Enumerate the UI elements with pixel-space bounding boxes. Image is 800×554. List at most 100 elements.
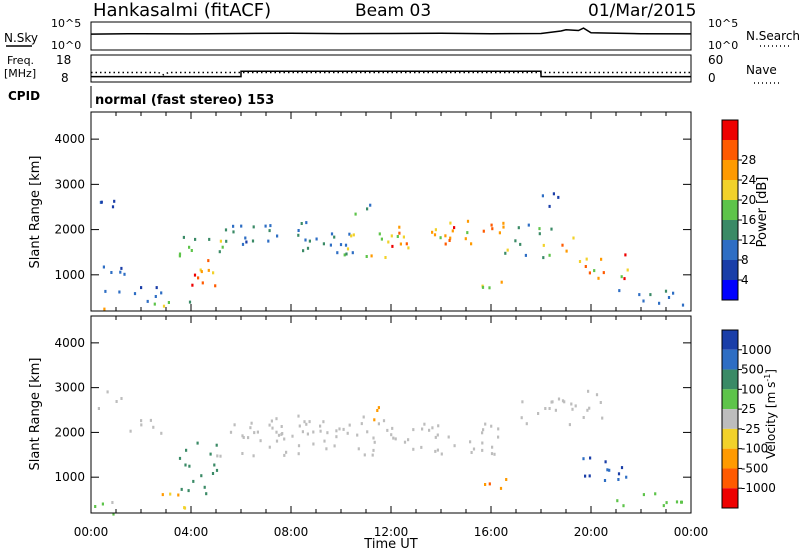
data-cell xyxy=(245,240,248,244)
data-cell xyxy=(104,289,107,293)
colorbar-tick-label: 16 xyxy=(741,213,756,227)
data-cell xyxy=(603,479,607,482)
power-panel-frame xyxy=(90,111,692,312)
data-cell xyxy=(215,468,219,472)
data-cell xyxy=(380,237,383,241)
data-cell xyxy=(618,289,621,293)
data-cell xyxy=(306,432,309,436)
data-cell xyxy=(484,483,487,486)
velocity-colorbar-label-unit: [m s xyxy=(764,382,778,408)
data-cell xyxy=(588,271,591,275)
data-cell xyxy=(525,422,528,426)
data-cell xyxy=(470,242,473,246)
x-tick-label: 20:00 xyxy=(574,525,609,539)
data-cell xyxy=(449,236,452,240)
colorbar-tick-label: 1000 xyxy=(741,343,772,357)
data-cell xyxy=(304,238,307,242)
data-cell xyxy=(192,479,195,483)
data-cell xyxy=(297,444,301,448)
data-cell xyxy=(219,454,222,458)
data-cell xyxy=(224,228,228,232)
data-cell xyxy=(193,273,197,277)
data-cell xyxy=(140,286,143,290)
data-cell xyxy=(482,428,485,432)
data-cell xyxy=(451,229,454,233)
data-cell xyxy=(548,204,551,208)
data-cell xyxy=(602,271,605,275)
x-tick-label: 00:00 xyxy=(674,525,709,539)
data-cell xyxy=(439,236,442,240)
data-cell xyxy=(333,235,336,239)
data-cell xyxy=(402,235,405,239)
data-cell xyxy=(421,427,424,431)
data-cell xyxy=(346,431,349,435)
colorbar-tick-label: -100 xyxy=(741,442,768,456)
data-cell xyxy=(112,512,115,516)
data-cell xyxy=(338,427,341,431)
data-cell xyxy=(398,225,401,229)
nave-series-line xyxy=(91,71,691,76)
data-cell xyxy=(203,485,206,489)
data-cell xyxy=(291,434,294,438)
data-cell xyxy=(178,456,182,460)
data-cell xyxy=(100,200,103,204)
data-cell xyxy=(244,236,247,240)
data-cell xyxy=(481,431,484,435)
data-cell xyxy=(329,243,332,247)
data-cell xyxy=(354,212,357,216)
data-cell xyxy=(437,424,440,428)
data-cell xyxy=(200,474,203,478)
data-cell xyxy=(436,448,439,452)
colorbar-frame xyxy=(721,119,739,301)
data-cell xyxy=(561,243,564,247)
data-cell xyxy=(642,299,645,303)
data-cell xyxy=(554,408,557,412)
data-cell xyxy=(407,438,410,442)
data-cell xyxy=(584,474,587,478)
velocity-colorbar-label-main: Velocity xyxy=(764,412,778,459)
y-tick-label: 2000 xyxy=(54,223,85,237)
data-cell xyxy=(259,439,262,443)
y-tick-label: 1000 xyxy=(54,268,85,282)
data-cell xyxy=(200,270,203,274)
data-cell xyxy=(649,293,652,297)
data-cell xyxy=(586,408,589,412)
data-cell xyxy=(247,436,250,440)
data-cell xyxy=(123,272,126,276)
data-cell xyxy=(407,246,410,250)
data-cell xyxy=(665,501,668,505)
colorbar-swatch xyxy=(722,240,738,260)
data-cell xyxy=(232,230,235,234)
data-cell xyxy=(505,478,508,481)
data-cell xyxy=(110,271,113,274)
data-cell xyxy=(190,249,193,252)
data-cell xyxy=(241,452,244,455)
data-cell xyxy=(490,452,494,456)
data-cell xyxy=(256,430,259,434)
data-cell xyxy=(466,219,470,223)
data-cell xyxy=(330,232,334,236)
colorbar-swatch xyxy=(722,140,738,160)
frequency-panel: Freq. [MHz] 18 8 60 0 Nave xyxy=(4,53,780,85)
data-cell xyxy=(538,232,541,236)
data-cell xyxy=(412,447,415,451)
data-cell xyxy=(488,286,491,290)
data-cell xyxy=(403,440,407,444)
colorbar-swatch xyxy=(722,330,738,350)
data-cell xyxy=(521,400,524,404)
data-cell xyxy=(322,242,325,246)
data-cell xyxy=(113,199,116,203)
data-cell xyxy=(276,234,279,238)
data-cell xyxy=(482,229,485,233)
data-cell xyxy=(152,425,155,429)
data-cell xyxy=(412,428,415,432)
colorbar-tick-label: 20 xyxy=(741,193,756,207)
data-cell xyxy=(297,229,300,232)
data-cell xyxy=(312,442,315,446)
data-cell xyxy=(312,430,315,434)
y-tick-label: 3000 xyxy=(54,381,85,395)
data-cell xyxy=(371,453,374,457)
colorbar-swatch xyxy=(722,220,738,240)
data-cell xyxy=(568,423,571,427)
colorbar-swatch xyxy=(722,180,738,200)
